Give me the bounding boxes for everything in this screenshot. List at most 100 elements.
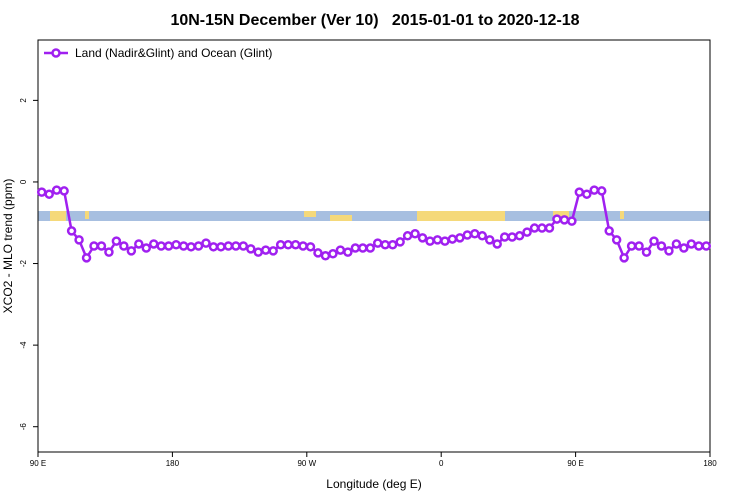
map-strip	[38, 211, 710, 221]
data-point	[163, 241, 174, 251]
data-point	[104, 247, 114, 257]
data-point	[208, 242, 219, 252]
data-point	[365, 243, 376, 253]
data-point	[589, 185, 600, 195]
data-point	[305, 242, 316, 252]
data-point	[74, 235, 84, 245]
data-point	[544, 223, 555, 233]
data-point	[686, 239, 697, 249]
data-point	[499, 232, 510, 242]
data-point	[701, 241, 712, 251]
data-point	[402, 231, 413, 241]
data-point	[649, 236, 659, 246]
y-tick-label: -4	[19, 341, 28, 349]
data-point	[417, 233, 428, 243]
data-point	[193, 241, 204, 251]
data-point	[223, 241, 234, 251]
data-point	[126, 246, 137, 256]
data-point	[260, 245, 271, 255]
data-point	[410, 229, 420, 239]
data-point	[275, 240, 286, 250]
data-point	[36, 187, 47, 197]
data-point	[141, 243, 152, 253]
data-point	[619, 253, 629, 263]
data-point	[111, 236, 122, 246]
x-tick-label: 180	[166, 459, 180, 468]
data-point	[134, 239, 144, 249]
data-point	[522, 227, 532, 237]
x-tick-label: 90 E	[567, 459, 583, 468]
x-tick-label: 180	[703, 459, 717, 468]
data-point	[671, 239, 682, 249]
data-point	[529, 223, 540, 233]
data-point	[358, 243, 368, 253]
data-point	[231, 241, 241, 251]
y-axis-label: XCO2 - MLO trend (ppm)	[1, 179, 15, 314]
data-point	[201, 238, 211, 248]
data-point	[455, 233, 465, 243]
data-point	[89, 241, 99, 251]
data-point	[604, 226, 614, 236]
data-point	[328, 249, 338, 259]
data-point	[626, 241, 637, 251]
data-point	[156, 241, 166, 251]
data-point	[216, 242, 226, 252]
legend-marker	[51, 48, 61, 58]
data-point	[313, 248, 323, 258]
data-point	[186, 242, 196, 252]
data-point	[596, 186, 607, 196]
data-point	[148, 239, 159, 249]
data-point	[268, 246, 278, 256]
data-point	[395, 237, 405, 247]
data-point	[51, 185, 62, 195]
data-point	[559, 215, 570, 225]
x-tick-label: 0	[439, 459, 444, 468]
data-point	[694, 241, 704, 251]
data-point	[171, 240, 181, 250]
x-tick-label: 90 E	[30, 459, 46, 468]
x-axis-label: Longitude (deg E)	[326, 477, 421, 491]
data-point	[552, 214, 562, 224]
legend-label: Land (Nadir&Glint) and Ocean (Glint)	[75, 46, 272, 60]
data-point	[462, 230, 473, 240]
data-point	[656, 241, 667, 251]
data-point	[335, 245, 346, 255]
data-point	[246, 244, 256, 254]
data-point	[567, 216, 577, 226]
data-point	[574, 187, 585, 197]
data-point	[320, 251, 331, 261]
data-point	[470, 229, 480, 239]
y-tick-label: -2	[19, 259, 28, 267]
data-point	[298, 241, 308, 251]
data-point	[582, 189, 592, 199]
data-point	[387, 240, 398, 250]
x-tick-label: 90 W	[297, 459, 316, 468]
data-point	[514, 231, 525, 241]
data-point	[440, 236, 450, 246]
data-point	[290, 240, 301, 250]
data-point	[664, 246, 674, 256]
data-point	[372, 238, 383, 248]
y-tick-label: 2	[19, 98, 28, 103]
chart-title: 10N-15N December (Ver 10) 2015-01-01 to …	[170, 12, 579, 29]
data-point	[59, 186, 69, 196]
data-point	[350, 243, 361, 253]
data-point	[477, 231, 488, 241]
data-point	[238, 241, 249, 251]
data-point	[634, 241, 644, 251]
data-point	[611, 235, 622, 245]
y-tick-label: -6	[19, 423, 28, 431]
data-point	[447, 234, 458, 244]
data-point	[81, 253, 92, 263]
data-point	[507, 232, 517, 242]
data-point	[343, 247, 353, 257]
data-point	[425, 236, 435, 246]
data-point	[380, 240, 390, 250]
data-point	[178, 241, 189, 251]
data-point	[44, 189, 54, 199]
data-point	[432, 235, 443, 245]
data-point	[119, 241, 129, 251]
data-point	[679, 243, 689, 253]
data-point	[253, 247, 264, 257]
